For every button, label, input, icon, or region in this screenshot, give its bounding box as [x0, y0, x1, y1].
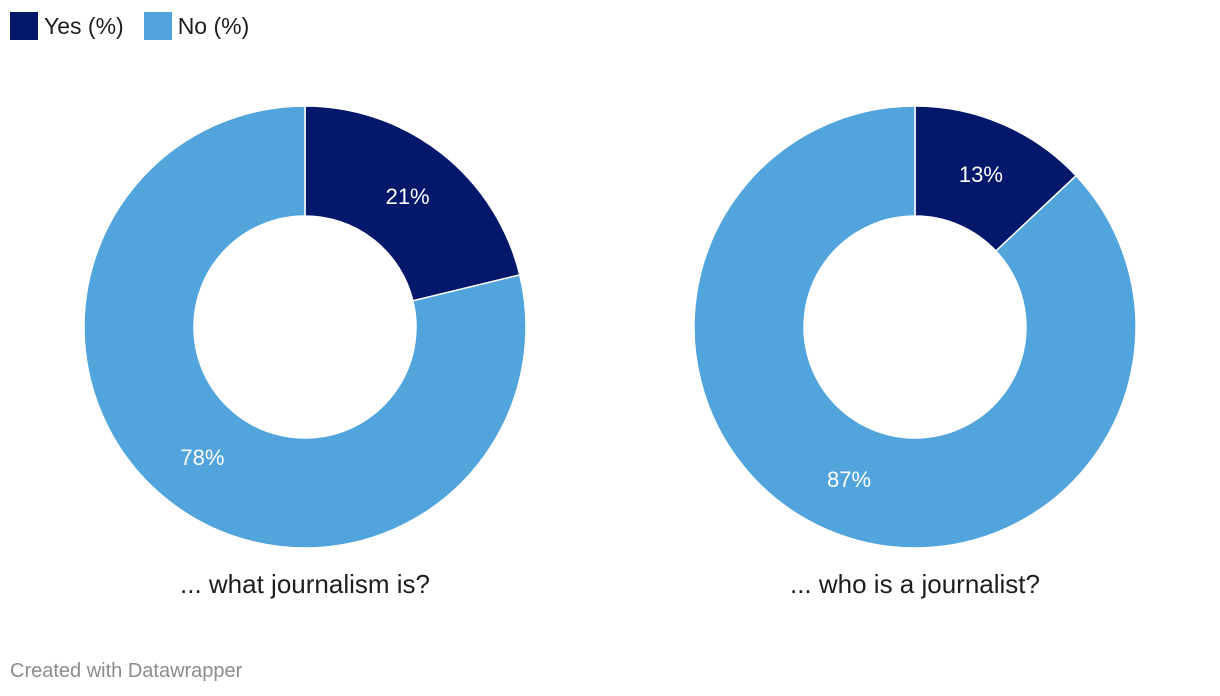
legend-swatch-no — [143, 12, 172, 40]
legend-swatch-yes — [10, 12, 38, 40]
slice-yes-chart-0 — [304, 105, 521, 302]
slice-label-no-chart-0: 78% — [180, 445, 224, 470]
legend-label-no: No (%) — [177, 12, 250, 39]
legend-label-yes: Yes (%) — [44, 12, 124, 39]
slice-label-yes-chart-0: 21% — [386, 184, 430, 209]
slice-no-chart-1 — [693, 105, 1137, 549]
slice-label-no-chart-1: 87% — [827, 467, 871, 492]
chart-title-0: ... what journalism is? — [180, 569, 430, 599]
legend-item-no: No (%) — [143, 12, 250, 40]
donut-chart-journalist: 13% 87% ... who is a journalist? — [693, 105, 1137, 599]
donut-chart-journalism: 21% 78% ... what journalism is? — [83, 105, 527, 599]
credit-text: Created with Datawrapper — [10, 660, 243, 682]
legend: Yes (%) No (%) — [10, 12, 249, 40]
legend-item-yes: Yes (%) — [10, 12, 124, 40]
slice-no-chart-0 — [83, 105, 527, 549]
slice-label-yes-chart-1: 13% — [959, 162, 1003, 187]
chart-title-1: ... who is a journalist? — [790, 569, 1040, 599]
